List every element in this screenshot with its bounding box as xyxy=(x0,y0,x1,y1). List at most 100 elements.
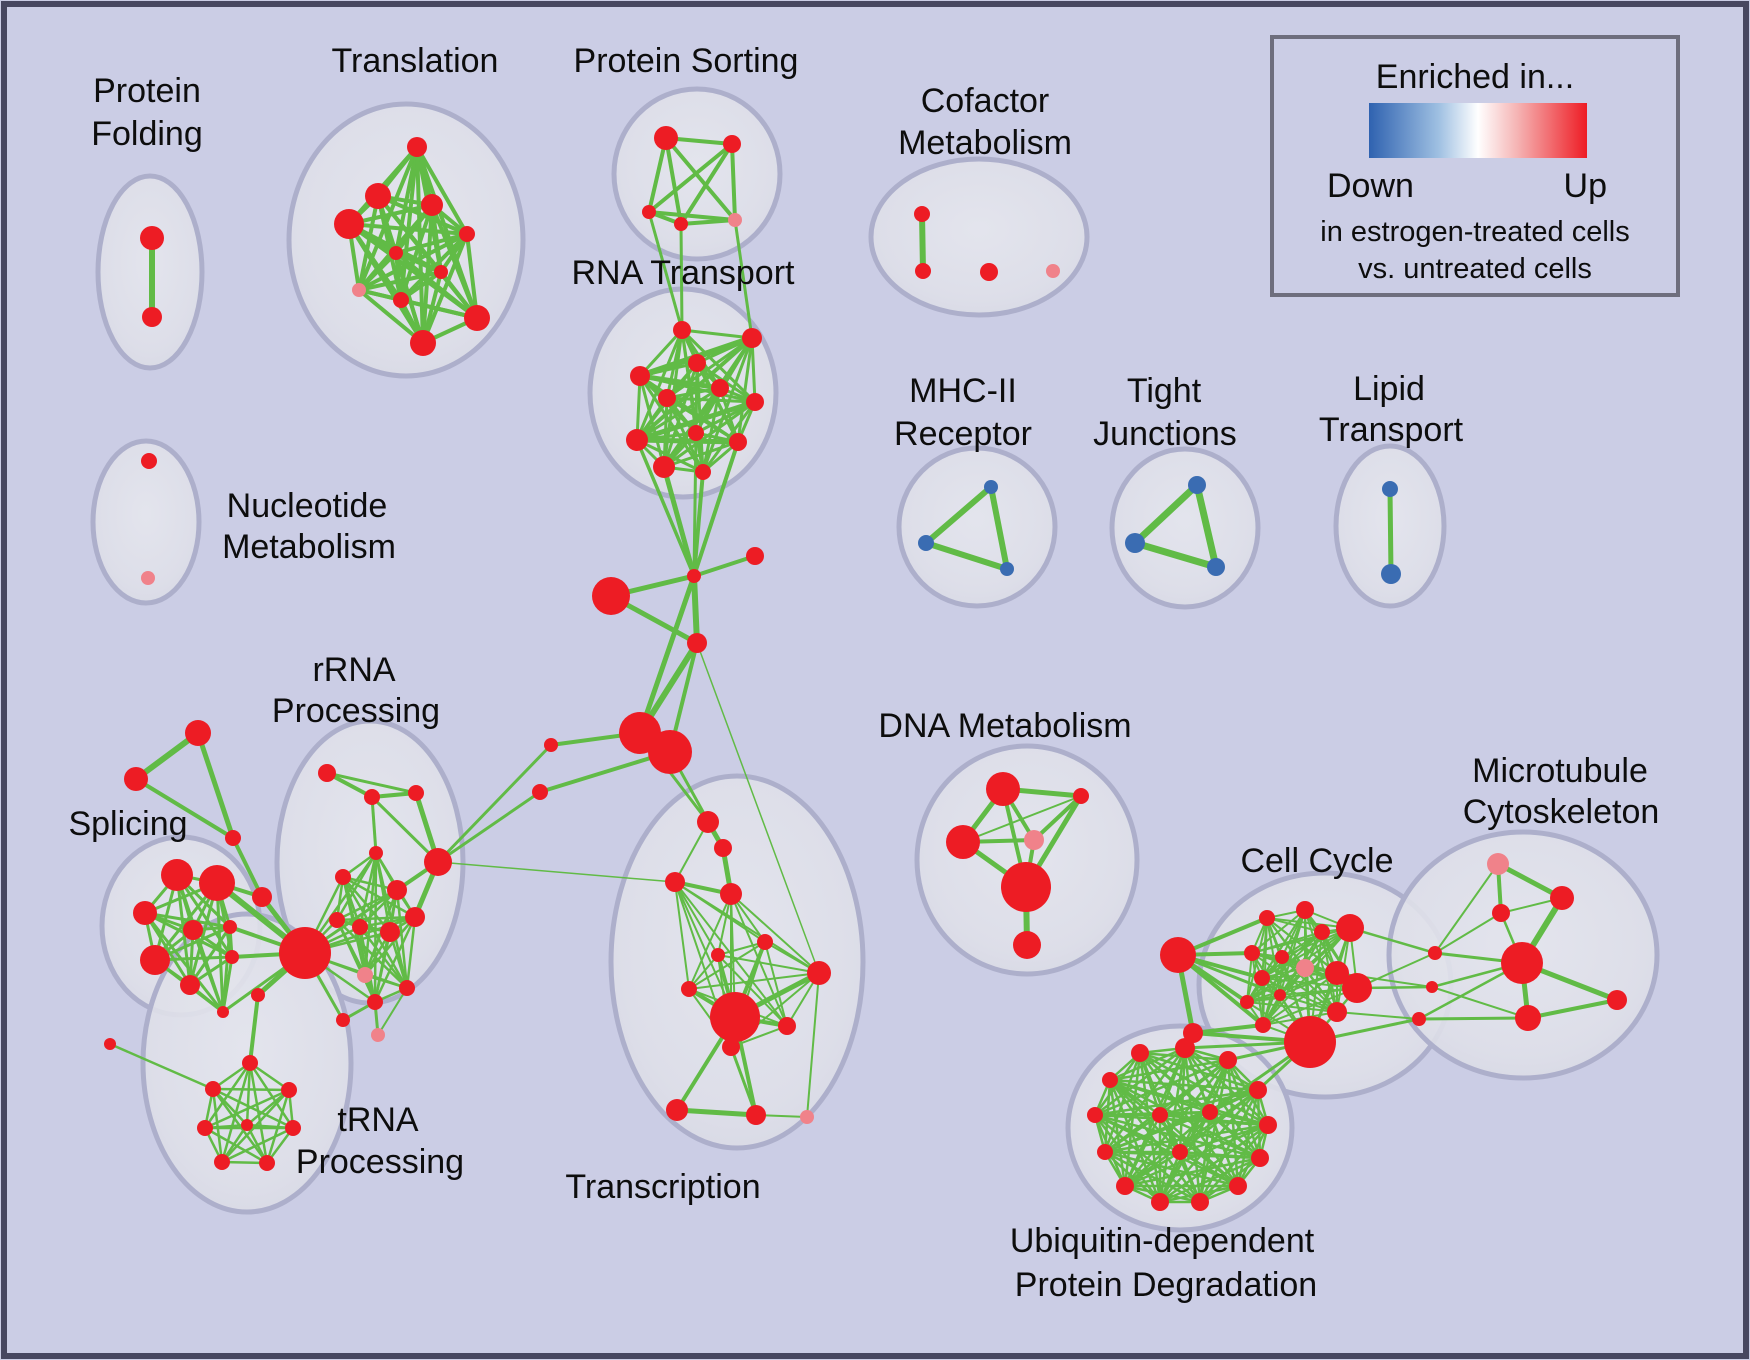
node-tj2 xyxy=(1125,533,1145,553)
node-tc7 xyxy=(807,961,831,985)
edge xyxy=(357,145,419,292)
edge xyxy=(1032,794,1083,842)
network-edges xyxy=(108,136,1620,1204)
node-ps3 xyxy=(642,205,656,219)
node-j1 xyxy=(1428,946,1442,960)
edge xyxy=(248,1061,295,1130)
edge xyxy=(664,136,737,222)
edge xyxy=(988,484,1010,572)
edge xyxy=(1251,909,1306,954)
node-tl8 xyxy=(352,283,366,297)
node-ta1 xyxy=(185,720,211,746)
edge xyxy=(1261,972,1338,979)
edge xyxy=(1526,998,1619,1020)
cluster-label-nucleotide-metabolism: Metabolism xyxy=(222,528,396,566)
edge xyxy=(248,993,260,1065)
node-cc2 xyxy=(1183,1023,1203,1043)
node-ub1 xyxy=(1131,1044,1149,1062)
legend-frame xyxy=(1270,35,1680,297)
node-cc1 xyxy=(1160,937,1196,973)
node-rr1 xyxy=(318,764,336,782)
cluster-ellipse-mhc-ii-receptor xyxy=(896,445,1058,609)
edge xyxy=(674,821,709,883)
node-t6 xyxy=(214,1154,230,1170)
cluster-label-tight-junctions: Junctions xyxy=(1093,415,1237,453)
node-rr2 xyxy=(364,789,380,805)
edge xyxy=(647,136,668,214)
edge xyxy=(1093,1113,1182,1154)
edge xyxy=(1434,863,1499,954)
edge xyxy=(717,954,788,1027)
edge xyxy=(1251,927,1351,954)
node-tl3 xyxy=(421,194,443,216)
edge xyxy=(195,730,236,841)
node-rt8 xyxy=(688,425,704,441)
node-tl10 xyxy=(464,305,490,331)
edge xyxy=(203,1126,269,1165)
edge xyxy=(1108,1058,1230,1082)
node-tc10 xyxy=(778,1017,796,1035)
edge xyxy=(395,888,409,990)
edge xyxy=(394,251,443,274)
node-t9 xyxy=(104,1038,116,1050)
cluster-label-translation: Translation xyxy=(332,42,499,80)
legend-up-label: Up xyxy=(1564,167,1607,205)
node-mt3 xyxy=(1492,904,1510,922)
node-ch2 xyxy=(746,547,764,565)
edge xyxy=(647,210,684,332)
edge xyxy=(635,328,684,442)
edge xyxy=(1348,926,1437,955)
node-rt2 xyxy=(742,328,762,348)
edge xyxy=(717,941,766,956)
node-tc13 xyxy=(746,1105,766,1125)
node-ub3 xyxy=(1219,1051,1237,1069)
node-sp1 xyxy=(161,859,193,891)
edge xyxy=(437,861,676,883)
edge xyxy=(175,873,234,959)
edge xyxy=(664,136,683,226)
edge xyxy=(1123,1156,1262,1188)
edge xyxy=(1261,977,1358,989)
edge xyxy=(662,440,740,469)
edge xyxy=(465,232,479,320)
node-ta3 xyxy=(225,830,241,846)
node-rt9 xyxy=(626,429,648,451)
node-ub8 xyxy=(1097,1144,1113,1160)
node-ub16 xyxy=(1172,1144,1188,1160)
node-ub7 xyxy=(1259,1116,1277,1134)
edge xyxy=(134,777,235,840)
edge xyxy=(1246,987,1358,1003)
node-ps2 xyxy=(723,135,741,153)
edge xyxy=(394,232,469,255)
edge xyxy=(647,210,737,222)
edge xyxy=(635,438,696,578)
node-rr3 xyxy=(408,785,424,801)
edge xyxy=(1093,1058,1230,1117)
edge xyxy=(1158,1058,1230,1117)
cluster-label-protein-sorting: Protein Sorting xyxy=(574,42,799,80)
edge xyxy=(674,881,820,974)
node-tc2 xyxy=(714,839,732,857)
edge xyxy=(730,893,820,974)
edge xyxy=(211,1087,291,1092)
node-mt6 xyxy=(1515,1005,1541,1031)
edge xyxy=(221,955,234,1014)
node-mt5 xyxy=(1607,990,1627,1010)
node-mh3 xyxy=(1000,562,1014,576)
edge xyxy=(1108,1046,1187,1082)
node-ub4 xyxy=(1102,1072,1118,1088)
node-cc6 xyxy=(1336,914,1364,942)
cluster-label-nucleotide-metabolism: Nucleotide xyxy=(227,487,388,525)
edge xyxy=(231,836,264,899)
cluster-label-rna-transport: RNA Transport xyxy=(572,254,796,292)
edge xyxy=(1108,1078,1260,1092)
node-rr5 xyxy=(335,869,351,885)
node-rr16 xyxy=(371,1028,385,1042)
node-ch1 xyxy=(687,569,701,583)
edge xyxy=(1262,972,1338,1026)
edge xyxy=(191,928,225,1014)
node-ub9 xyxy=(1251,1149,1269,1167)
node-ub15 xyxy=(1202,1104,1218,1120)
edge xyxy=(764,941,788,1027)
legend-box: Enriched in... Down Up in estrogen-treat… xyxy=(1270,35,1680,297)
